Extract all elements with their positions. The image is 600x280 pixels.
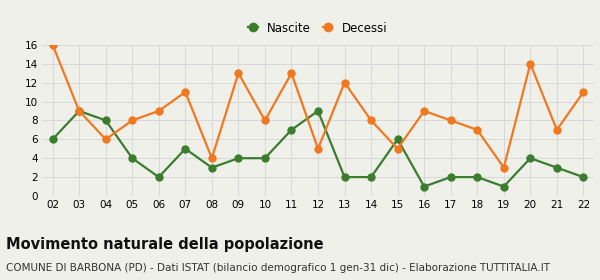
Nascite bbox=[447, 175, 454, 179]
Text: Movimento naturale della popolazione: Movimento naturale della popolazione bbox=[6, 237, 323, 252]
Nascite bbox=[553, 166, 560, 169]
Line: Decessi: Decessi bbox=[49, 41, 587, 171]
Nascite bbox=[102, 119, 109, 122]
Nascite bbox=[76, 109, 83, 113]
Nascite bbox=[394, 138, 401, 141]
Nascite bbox=[288, 128, 295, 132]
Nascite bbox=[580, 175, 587, 179]
Decessi bbox=[447, 119, 454, 122]
Nascite bbox=[262, 157, 269, 160]
Decessi bbox=[235, 71, 242, 75]
Decessi bbox=[500, 166, 508, 169]
Legend: Nascite, Decessi: Nascite, Decessi bbox=[244, 17, 392, 40]
Decessi bbox=[208, 157, 215, 160]
Nascite bbox=[155, 175, 163, 179]
Nascite bbox=[208, 166, 215, 169]
Nascite bbox=[367, 175, 374, 179]
Decessi bbox=[182, 90, 189, 94]
Nascite bbox=[527, 157, 534, 160]
Nascite bbox=[500, 185, 508, 188]
Line: Nascite: Nascite bbox=[49, 108, 587, 190]
Decessi bbox=[49, 43, 56, 46]
Nascite bbox=[473, 175, 481, 179]
Decessi bbox=[527, 62, 534, 66]
Decessi bbox=[341, 81, 348, 84]
Decessi bbox=[367, 119, 374, 122]
Nascite bbox=[235, 157, 242, 160]
Decessi bbox=[580, 90, 587, 94]
Decessi bbox=[421, 109, 428, 113]
Nascite bbox=[49, 138, 56, 141]
Decessi bbox=[473, 128, 481, 132]
Decessi bbox=[76, 109, 83, 113]
Decessi bbox=[314, 147, 322, 150]
Nascite bbox=[314, 109, 322, 113]
Decessi bbox=[128, 119, 136, 122]
Nascite bbox=[182, 147, 189, 150]
Decessi bbox=[262, 119, 269, 122]
Text: COMUNE DI BARBONA (PD) - Dati ISTAT (bilancio demografico 1 gen-31 dic) - Elabor: COMUNE DI BARBONA (PD) - Dati ISTAT (bil… bbox=[6, 263, 550, 273]
Decessi bbox=[288, 71, 295, 75]
Nascite bbox=[341, 175, 348, 179]
Decessi bbox=[394, 147, 401, 150]
Decessi bbox=[155, 109, 163, 113]
Nascite bbox=[421, 185, 428, 188]
Nascite bbox=[128, 157, 136, 160]
Decessi bbox=[553, 128, 560, 132]
Decessi bbox=[102, 138, 109, 141]
